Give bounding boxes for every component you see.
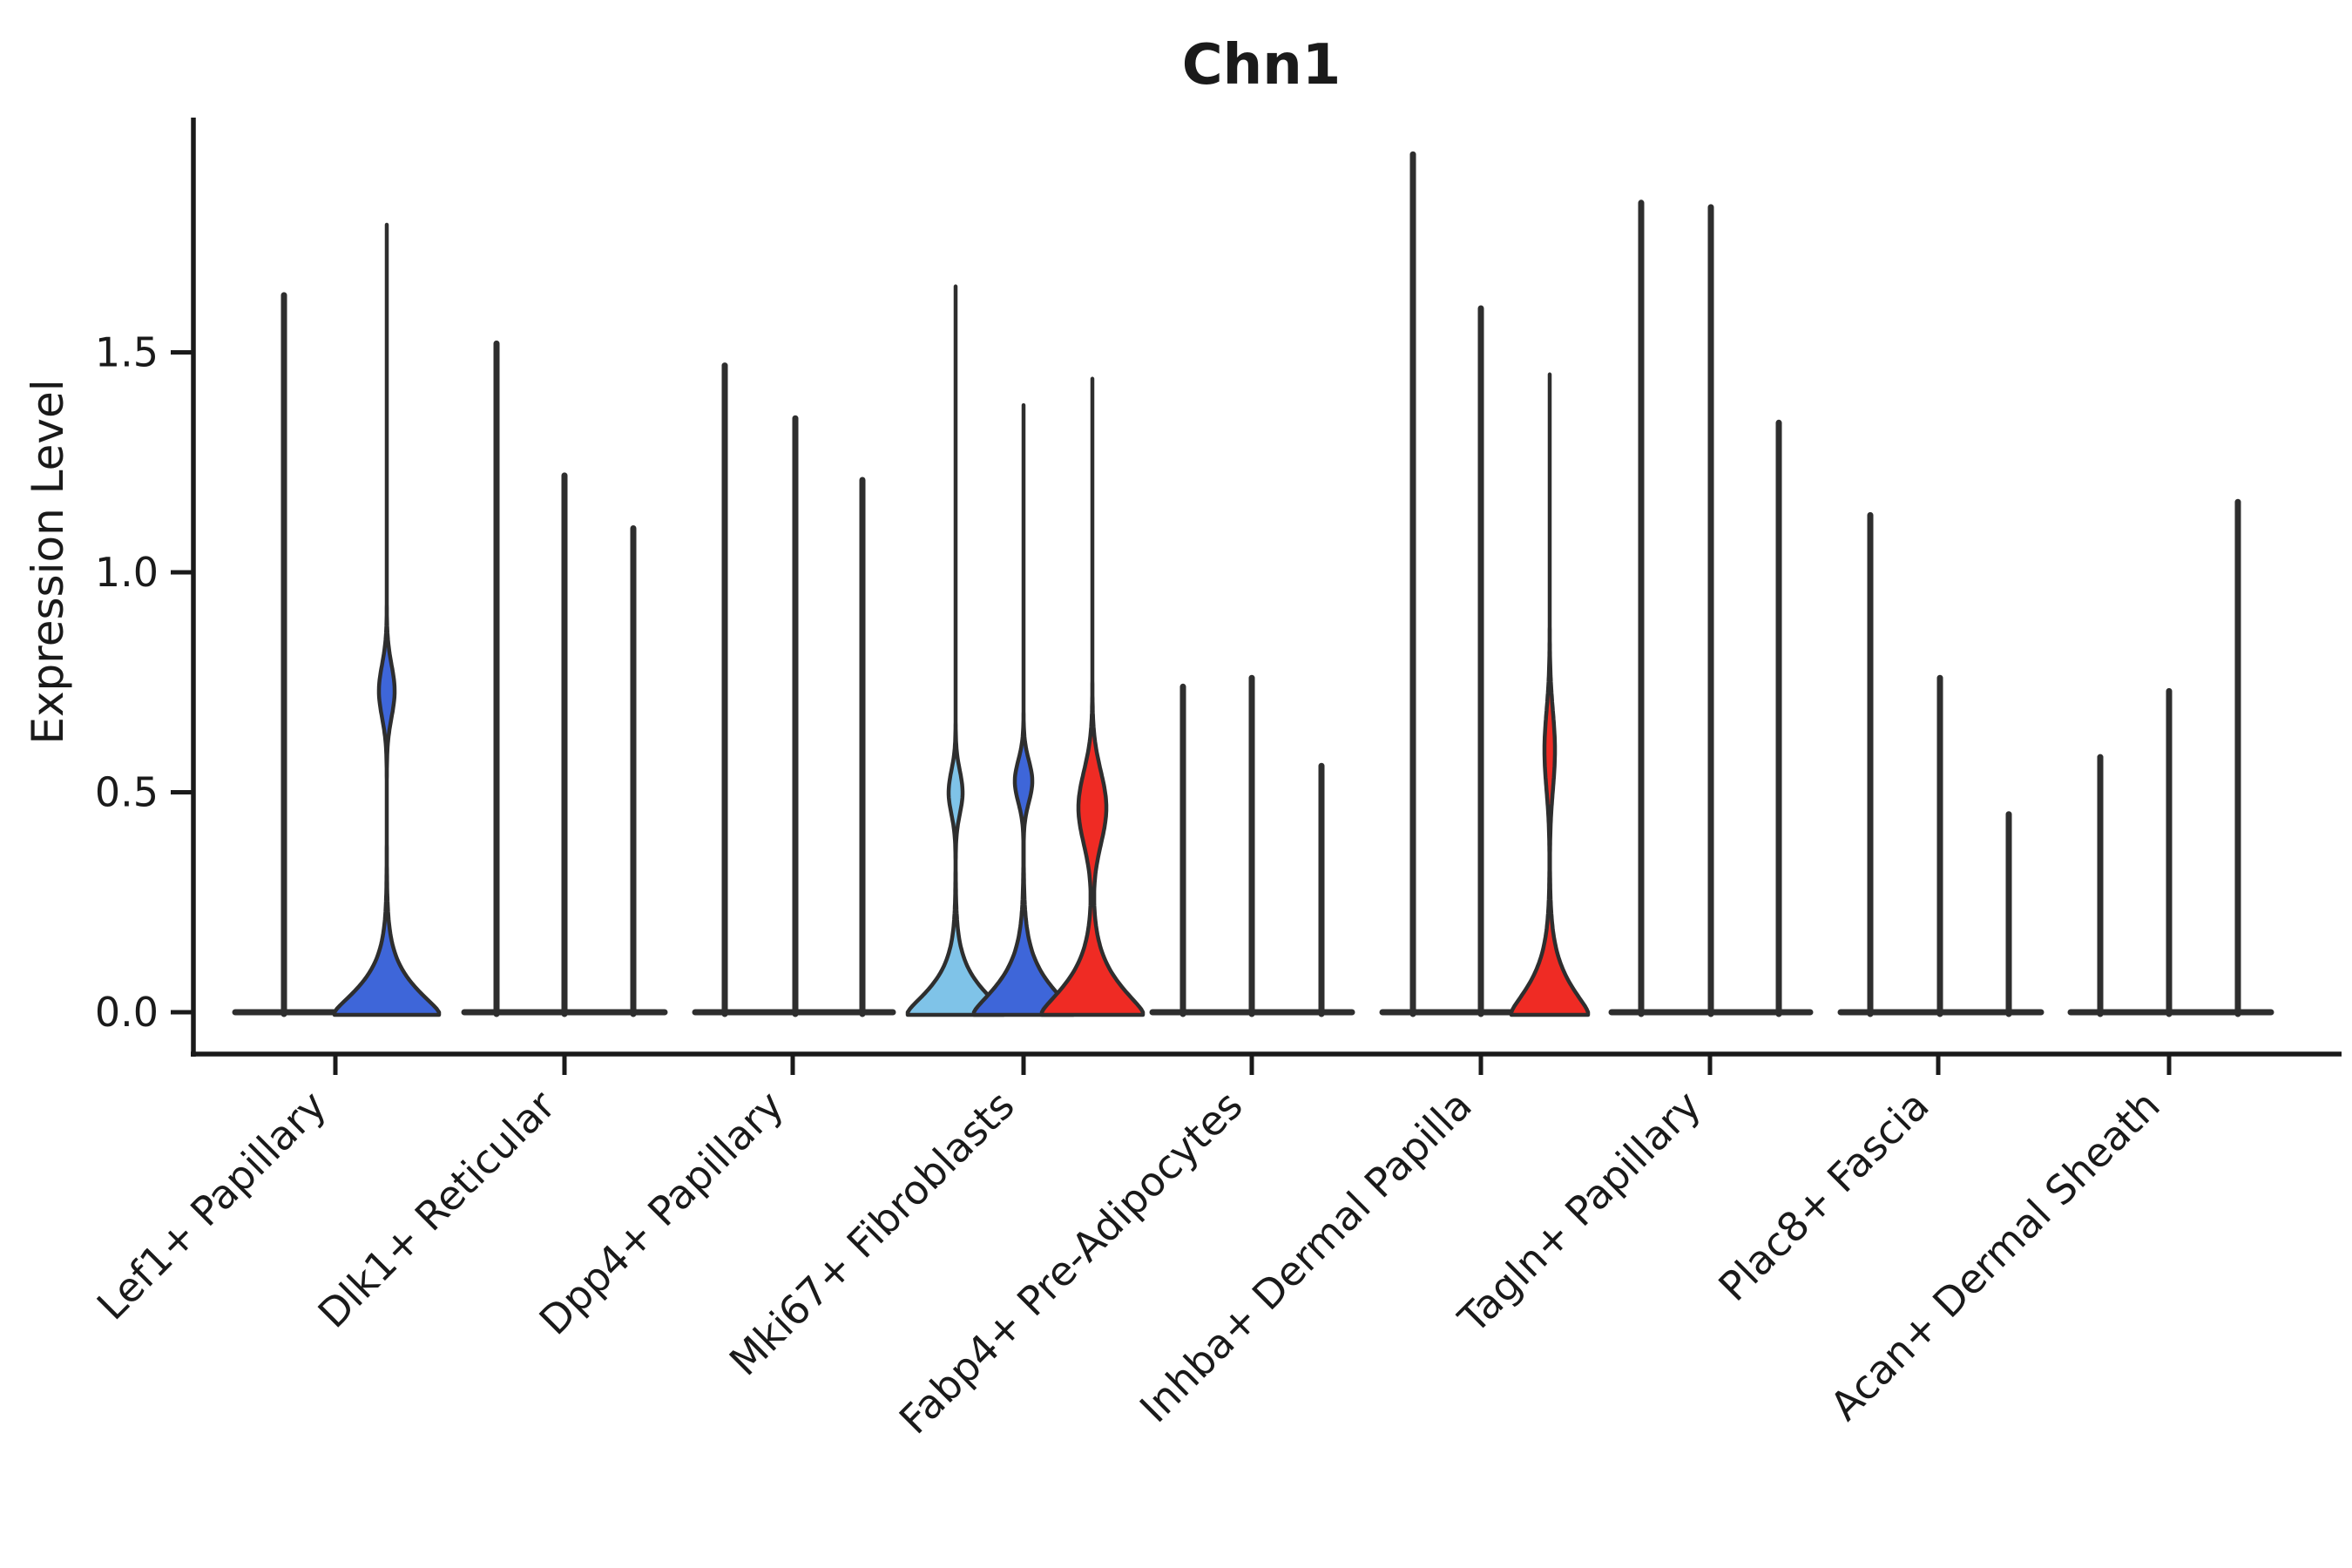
y-tick-label: 0.5 — [95, 769, 159, 816]
x-tick-label: Dpp4+ Papillary — [531, 1082, 793, 1344]
violin-shape-red — [1039, 376, 1146, 1017]
y-tick-label: 0.0 — [95, 989, 159, 1036]
y-tick-label: 1.0 — [95, 549, 159, 596]
violin-shape-red — [1509, 372, 1591, 1017]
y-axis-label: Expression Level — [23, 379, 73, 744]
violin-shape-blue — [971, 402, 1076, 1017]
x-tick-label: Lef1+ Papillary — [88, 1082, 335, 1329]
x-tick-label: Dlk1+ Reticular — [309, 1082, 564, 1337]
chart-title: Chn1 — [1182, 33, 1342, 98]
x-tick-label: Tagln+ Papillary — [1449, 1082, 1710, 1343]
y-tick-label: 1.5 — [95, 329, 159, 376]
violin-shape-lightblue — [905, 284, 1006, 1017]
x-tick-label: Plac8+ Fascia — [1709, 1082, 1937, 1310]
violin-layer — [232, 151, 2274, 1017]
violin-shape-blue — [332, 222, 442, 1017]
axes-layer — [171, 118, 2342, 1075]
